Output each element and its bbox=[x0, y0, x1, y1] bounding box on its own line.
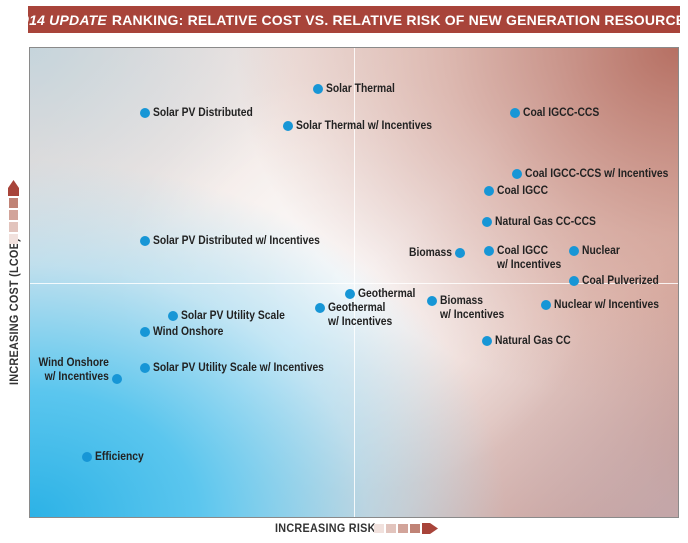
point-solar-pv-utility-scale bbox=[168, 310, 179, 321]
point-solar-thermal bbox=[313, 83, 324, 94]
point-label-coal-igcc-ccs-w-incentives: Coal IGCC-CCS w/ Incentives bbox=[525, 166, 668, 180]
quadrant-divider-horizontal bbox=[30, 283, 678, 284]
chart-title-italic: 2014 UPDATE bbox=[13, 11, 107, 28]
point-label-efficiency: Efficiency bbox=[95, 449, 144, 463]
point-geothermal-w-incentives bbox=[315, 302, 326, 313]
point-label-line: Biomass bbox=[440, 292, 484, 307]
y-axis-label: INCREASING COST (LCOE) bbox=[7, 238, 21, 385]
x-axis-label: INCREASING RISK bbox=[275, 521, 376, 535]
point-label-line: Nuclear bbox=[582, 243, 621, 258]
point-label-geothermal: Geothermal bbox=[358, 286, 415, 300]
point-label-nuclear: Nuclear bbox=[582, 243, 620, 257]
point-label-solar-pv-utility-scale-w-incentives: Solar PV Utility Scale w/ Incentives bbox=[153, 360, 324, 374]
point-label-wind-onshore: Wind Onshore bbox=[153, 324, 223, 338]
point-natural-gas-cc bbox=[481, 335, 492, 346]
quadrant-divider-vertical bbox=[354, 48, 355, 517]
point-label-line: Biomass bbox=[408, 244, 452, 259]
point-label-line: w/ Incentives bbox=[44, 368, 109, 383]
point-label-solar-pv-distributed: Solar PV Distributed bbox=[153, 105, 253, 119]
point-label-wind-onshore-w-incentives: Wind Onshore w/ Incentives bbox=[38, 355, 108, 383]
point-solar-pv-utility-scale-w-incentives bbox=[140, 362, 151, 373]
point-label-line: Coal Pulverized bbox=[582, 273, 660, 288]
point-label-line: Natural Gas CC bbox=[494, 332, 571, 347]
point-wind-onshore bbox=[140, 326, 151, 337]
point-label-coal-igcc-ccs: Coal IGCC-CCS bbox=[523, 105, 599, 119]
point-label-line: w/ Incentives bbox=[440, 306, 505, 321]
point-label-line: Wind Onshore bbox=[38, 354, 109, 369]
point-label-line: Solar PV Distributed w/ Incentives bbox=[153, 233, 321, 248]
point-label-line: Solar Thermal w/ Incentives bbox=[295, 118, 432, 133]
point-coal-igcc-ccs-w-incentives bbox=[512, 168, 523, 179]
point-label-line: Solar PV Utility Scale w/ Incentives bbox=[153, 359, 325, 374]
point-label-natural-gas-cc: Natural Gas CC bbox=[495, 333, 571, 347]
point-label-solar-pv-utility-scale: Solar PV Utility Scale bbox=[181, 308, 285, 322]
point-solar-thermal-w-incentives bbox=[282, 121, 293, 132]
point-efficiency bbox=[82, 452, 93, 463]
point-label-line: Coal IGCC bbox=[496, 243, 548, 258]
point-label-line: Natural Gas CC-CCS bbox=[494, 214, 596, 229]
point-label-line: Solar PV Utility Scale bbox=[181, 307, 286, 322]
point-label-coal-igcc-w-incentives: Coal IGCC w/ Incentives bbox=[497, 243, 561, 271]
point-solar-pv-distributed bbox=[140, 107, 151, 118]
point-label-line: Wind Onshore bbox=[153, 323, 224, 338]
point-label-line: Efficiency bbox=[95, 449, 144, 464]
point-solar-pv-distributed-w-incentives bbox=[140, 236, 151, 247]
x-axis-gradient-arrow-icon bbox=[374, 523, 438, 534]
point-label-line: Coal IGCC bbox=[496, 182, 548, 197]
point-label-coal-pulverized: Coal Pulverized bbox=[582, 273, 659, 287]
point-label-solar-pv-distributed-w-incentives: Solar PV Distributed w/ Incentives bbox=[153, 233, 320, 247]
point-nuclear bbox=[569, 246, 580, 257]
point-natural-gas-cc-ccs bbox=[481, 217, 492, 228]
point-label-line: Coal IGCC-CCS bbox=[522, 104, 599, 119]
chart-title-rest: RANKING: RELATIVE COST VS. RELATIVE RISK… bbox=[111, 11, 688, 28]
point-label-line: w/ Incentives bbox=[328, 313, 393, 328]
point-nuclear-w-incentives bbox=[541, 300, 552, 310]
point-wind-onshore-w-incentives bbox=[111, 373, 122, 384]
point-label-nuclear-w-incentives: Nuclear w/ Incentives bbox=[554, 297, 659, 311]
point-label-coal-igcc: Coal IGCC bbox=[497, 183, 548, 197]
point-label-line: Coal IGCC-CCS w/ Incentives bbox=[525, 165, 669, 180]
point-label-line: Geothermal bbox=[328, 299, 386, 314]
point-biomass-w-incentives bbox=[427, 295, 438, 306]
point-coal-igcc-ccs bbox=[509, 107, 520, 118]
chart-title: 2014 UPDATE RANKING: RELATIVE COST VS. R… bbox=[13, 6, 688, 33]
point-coal-igcc-w-incentives bbox=[483, 246, 494, 257]
y-axis-gradient-arrow-icon bbox=[8, 180, 19, 244]
point-label-line: Geothermal bbox=[358, 285, 416, 300]
point-coal-pulverized bbox=[569, 276, 580, 287]
point-label-line: Solar Thermal bbox=[326, 80, 396, 95]
point-label-line: w/ Incentives bbox=[496, 257, 562, 272]
point-label-line: Solar PV Distributed bbox=[153, 104, 254, 119]
point-biomass bbox=[454, 247, 465, 258]
point-label-natural-gas-cc-ccs: Natural Gas CC-CCS bbox=[495, 214, 596, 228]
point-geothermal bbox=[345, 288, 356, 299]
point-label-biomass: Biomass bbox=[409, 245, 452, 259]
plot-area: Solar Thermal Solar PV Distributed Solar T… bbox=[29, 47, 679, 518]
point-label-geothermal-w-incentives: Geothermal w/ Incentives bbox=[328, 300, 392, 328]
point-coal-igcc bbox=[483, 185, 494, 196]
point-label-biomass-w-incentives: Biomass w/ Incentives bbox=[440, 293, 504, 321]
point-label-solar-thermal-w-incentives: Solar Thermal w/ Incentives bbox=[296, 118, 432, 132]
point-label-solar-thermal: Solar Thermal bbox=[326, 81, 395, 95]
point-label-line: Nuclear w/ Incentives bbox=[554, 297, 660, 311]
